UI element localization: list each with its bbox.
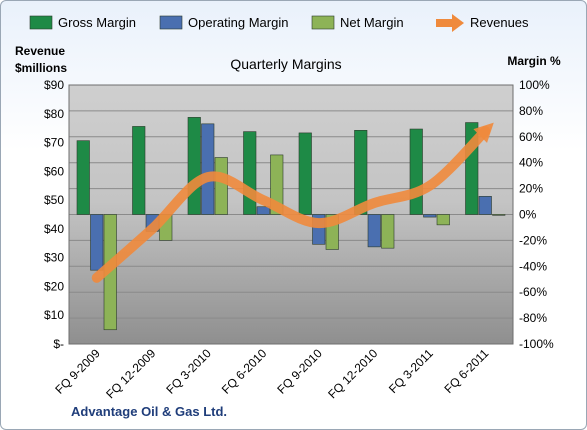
plot-border <box>68 84 514 345</box>
bar-operating-margin <box>90 214 104 271</box>
bar-gross-margin <box>187 117 201 215</box>
left-tick-label: $60 <box>44 164 64 178</box>
bar-gross-margin <box>132 126 146 215</box>
right-tick-label: -80% <box>519 311 547 325</box>
right-tick-label: 60% <box>519 130 543 144</box>
legend-arrow-revenues <box>452 14 464 32</box>
left-tick-label: $20 <box>44 279 64 293</box>
bar-net-margin <box>492 214 506 216</box>
bar-net-margin <box>436 214 450 226</box>
right-tick-label: 80% <box>519 104 543 118</box>
legend: Gross Margin Operating Margin Net Margin Re… <box>29 14 529 32</box>
x-tick-label: FQ 6-2011 <box>442 346 492 396</box>
legend-label-net-margin: Net Margin <box>340 15 404 30</box>
bar-operating-margin <box>201 123 215 215</box>
bar-gross-margin <box>243 131 257 215</box>
right-tick-label: 100% <box>519 78 550 92</box>
bar-gross-margin <box>298 132 312 215</box>
legend-label-operating-margin: Operating Margin <box>188 15 288 30</box>
x-tick-label: FQ 9-2009 <box>52 346 103 397</box>
bar-gross-margin <box>409 128 423 215</box>
left-tick-label: $40 <box>44 222 64 236</box>
right-tick-label: -20% <box>519 233 547 247</box>
bar-gross-margin <box>354 130 368 215</box>
left-axis-label-line2: $millions <box>15 61 67 75</box>
legend-label-revenues: Revenues <box>470 15 529 30</box>
left-axis-label-line1: Revenue <box>15 44 65 58</box>
left-tick-label: $30 <box>44 251 64 265</box>
right-tick-label: -40% <box>519 259 547 273</box>
legend-swatch-net-margin <box>311 15 335 30</box>
bar-operating-margin <box>256 206 270 215</box>
bar-operating-margin <box>478 196 492 215</box>
right-tick-label: -60% <box>519 285 547 299</box>
left-tick-label: $70 <box>44 136 64 150</box>
left-tick-label: $80 <box>44 107 64 121</box>
right-tick-label: -100% <box>519 337 554 351</box>
x-tick-label: FQ 3-2010 <box>163 346 214 397</box>
right-tick-label: 20% <box>519 182 543 196</box>
left-tick-label: $50 <box>44 193 64 207</box>
x-tick-label: FQ 12-2010 <box>325 346 380 401</box>
company-name: Advantage Oil & Gas Ltd. <box>71 404 227 419</box>
left-tick-label: $10 <box>44 308 64 322</box>
chart-title: Quarterly Margins <box>230 56 341 72</box>
right-tick-label: 0% <box>519 208 537 222</box>
legend-swatch-gross-margin <box>29 15 53 30</box>
x-tick-label: FQ 12-2009 <box>103 346 158 401</box>
legend-swatch-operating-margin <box>159 15 183 30</box>
bar-gross-margin <box>76 140 90 215</box>
legend-label-gross-margin: Gross Margin <box>58 15 136 30</box>
revenue-line-arrowhead <box>473 122 494 143</box>
right-axis-label: Margin % <box>507 54 561 68</box>
left-tick-label: $- <box>53 337 64 351</box>
bar-net-margin <box>214 157 228 215</box>
left-tick-label: $90 <box>44 78 64 92</box>
x-tick-label: FQ 3-2011 <box>386 346 436 396</box>
revenue-line <box>91 126 491 283</box>
revenue-line-group <box>91 122 494 283</box>
bar-operating-margin <box>423 214 437 218</box>
bar-net-margin <box>381 214 395 249</box>
x-tick-label: FQ 9-2010 <box>274 346 325 397</box>
x-tick-label: FQ 6-2010 <box>219 346 270 397</box>
bar-operating-margin <box>367 214 381 248</box>
right-tick-label: 40% <box>519 156 543 170</box>
